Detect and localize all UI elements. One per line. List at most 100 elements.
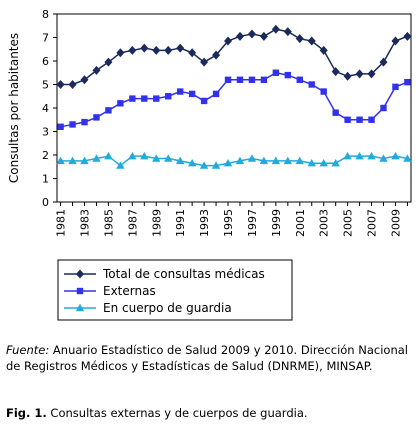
y-tick-label: 7 xyxy=(42,32,49,45)
data-point xyxy=(105,107,112,114)
data-point xyxy=(368,116,375,123)
y-tick-label: 8 xyxy=(42,8,49,21)
data-point xyxy=(343,71,352,81)
data-point xyxy=(247,154,257,162)
data-point xyxy=(128,45,137,55)
y-tick-label: 0 xyxy=(42,196,49,209)
data-point xyxy=(355,69,364,79)
data-point xyxy=(307,36,316,46)
legend-marker xyxy=(76,287,84,295)
data-point xyxy=(367,69,376,79)
legend-item: En cuerpo de guardia xyxy=(64,301,232,315)
y-tick-label: 6 xyxy=(42,55,49,68)
data-point xyxy=(223,159,233,167)
data-point xyxy=(69,121,76,128)
data-point xyxy=(248,76,256,83)
series-line xyxy=(60,71,408,128)
data-point xyxy=(80,75,89,85)
data-point xyxy=(188,48,197,58)
x-tick-label: 1983 xyxy=(79,209,92,237)
data-point xyxy=(392,83,399,91)
data-point xyxy=(104,151,113,160)
data-point xyxy=(56,156,65,165)
data-point xyxy=(283,27,292,37)
legend-item: Externas xyxy=(64,284,156,298)
x-tick-label: 1997 xyxy=(246,209,259,237)
data-point xyxy=(236,76,244,83)
data-point xyxy=(152,45,161,55)
data-point xyxy=(272,69,280,76)
figure-caption-text: Consultas externas y de cuerpos de guard… xyxy=(46,406,308,420)
y-tick-label: 3 xyxy=(42,126,49,139)
data-point xyxy=(164,154,173,162)
data-point xyxy=(104,57,113,67)
data-point xyxy=(284,71,292,79)
y-tick-label: 4 xyxy=(42,102,49,115)
data-point xyxy=(355,151,364,160)
data-point xyxy=(247,29,256,39)
y-tick-label: 1 xyxy=(42,173,49,186)
data-point xyxy=(391,151,400,160)
data-point xyxy=(81,118,88,126)
data-point xyxy=(200,57,209,67)
data-point xyxy=(380,104,387,112)
x-tick-label: 1993 xyxy=(198,209,211,237)
data-point xyxy=(295,34,304,44)
data-point xyxy=(331,159,340,167)
legend: Total de consultas médicas Externas En cue… xyxy=(57,259,293,321)
series-1 xyxy=(56,24,412,89)
data-point xyxy=(344,116,351,123)
data-point xyxy=(235,156,245,165)
data-point xyxy=(153,95,160,102)
data-point xyxy=(165,93,172,100)
x-tick-label: 1995 xyxy=(222,209,235,237)
y-tick-label: 2 xyxy=(42,149,49,162)
data-point xyxy=(271,24,280,34)
data-point xyxy=(307,159,316,167)
y-axis: 0 1 2 3 4 5 6 7 8 xyxy=(42,8,57,209)
data-point xyxy=(259,31,268,41)
source-text: Anuario Estadístico de Salud 2009 y 2010… xyxy=(6,343,408,373)
data-point xyxy=(164,45,173,55)
data-point xyxy=(379,57,388,67)
data-point xyxy=(68,80,77,89)
data-point xyxy=(129,95,136,102)
x-axis: 1981 1983 1985 1987 1989 1991 1993 1995 1997 1999… xyxy=(55,202,408,237)
data-point xyxy=(56,80,65,89)
data-point xyxy=(140,151,149,160)
legend-box xyxy=(57,259,293,321)
data-point xyxy=(271,156,281,165)
legend-marker xyxy=(75,303,85,312)
data-point xyxy=(212,50,221,60)
x-tick-label: 1981 xyxy=(55,209,68,237)
data-point xyxy=(152,154,161,162)
y-axis-label: Consultas por habitantes xyxy=(7,33,21,183)
data-point xyxy=(343,151,352,160)
data-point xyxy=(141,95,148,102)
data-point xyxy=(176,43,185,53)
data-point xyxy=(176,88,184,95)
figure-label: Fig. 1. xyxy=(6,406,47,420)
legend-item: Total de consultas médicas xyxy=(64,267,265,281)
figure-caption: Fig. 1. Consultas externas y de cuerpos … xyxy=(6,405,416,421)
data-point xyxy=(391,36,400,46)
x-tick-label: 2009 xyxy=(389,209,402,237)
data-point xyxy=(224,36,233,46)
data-point xyxy=(200,97,208,105)
data-point xyxy=(92,65,101,75)
data-point xyxy=(57,123,64,130)
legend-label: Externas xyxy=(103,284,156,298)
data-point xyxy=(379,154,388,162)
data-point xyxy=(356,116,363,123)
data-point xyxy=(295,156,304,165)
y-tick-label: 5 xyxy=(42,79,49,92)
data-point xyxy=(117,100,124,107)
series-group xyxy=(56,24,412,169)
data-point xyxy=(332,109,339,116)
data-point xyxy=(320,88,327,95)
data-point xyxy=(92,154,101,162)
source-label: Fuente: xyxy=(6,343,50,357)
data-point xyxy=(283,156,293,165)
x-tick-label: 1987 xyxy=(126,209,139,237)
